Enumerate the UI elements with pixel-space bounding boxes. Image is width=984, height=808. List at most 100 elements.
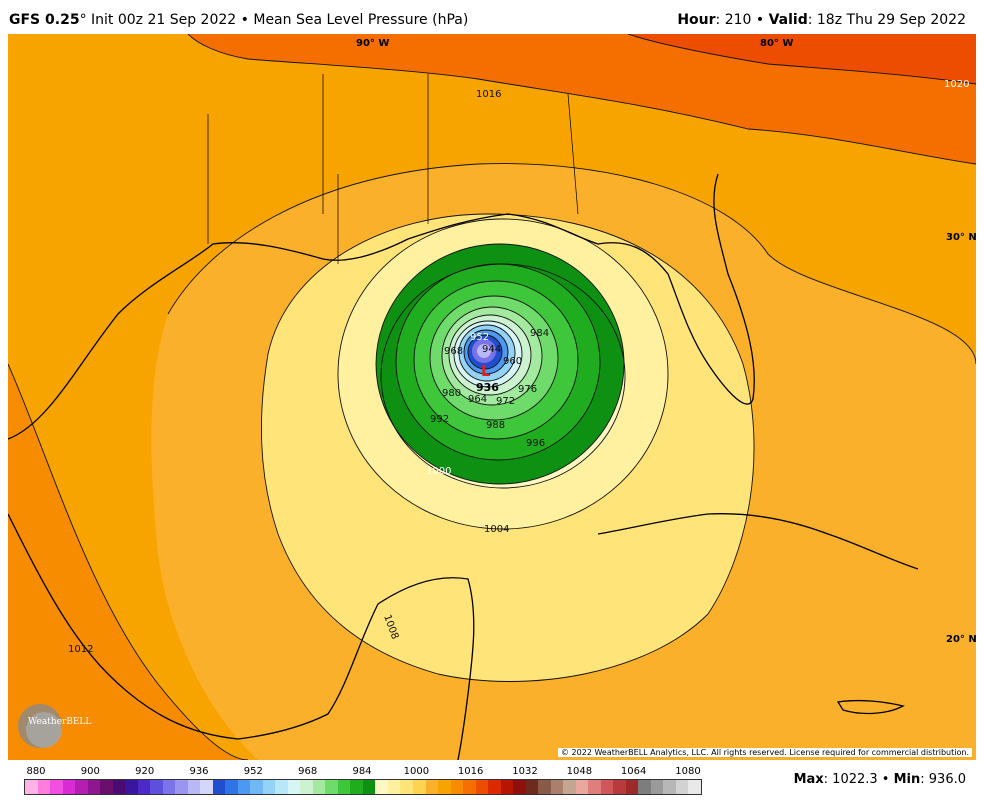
min-label: Min <box>893 772 921 787</box>
valid-label: Valid <box>768 12 808 28</box>
colorbar-swatch <box>62 780 76 794</box>
colorbar-swatch <box>225 780 238 794</box>
lon-label-80w: 80° W <box>760 38 793 49</box>
colorbar-tick-label: 968 <box>298 766 318 777</box>
colorbar-swatch <box>588 780 601 794</box>
hour-value: : 210 <box>715 12 752 28</box>
colorbar-swatch <box>575 780 589 794</box>
contour-label: 984 <box>530 328 549 339</box>
colorbar-swatch <box>450 780 464 794</box>
low-pressure-value: 936 <box>476 381 499 394</box>
degree-mark: ° <box>79 12 87 28</box>
colorbar-swatches <box>24 779 702 795</box>
colorbar-swatch <box>250 780 263 794</box>
valid-value: : 18z Thu 29 Sep 2022 <box>807 12 966 28</box>
colorbar-swatch <box>650 780 664 794</box>
field-stats: Max: 1022.3 • Min: 936.0 <box>794 772 966 787</box>
colorbar-tick-label: 984 <box>352 766 372 777</box>
field-name: Mean Sea Level Pressure (hPa) <box>253 12 469 28</box>
copyright-notice: © 2022 WeatherBELL Analytics, LLC. All r… <box>558 748 972 757</box>
colorbar-swatch <box>625 780 639 794</box>
colorbar-swatch <box>475 780 489 794</box>
colorbar-swatch <box>287 780 301 794</box>
fill-1012-west <box>8 364 248 760</box>
pressure-map[interactable]: 90° W 80° W 30° N 20° N 1020 1016 1012 1… <box>8 34 976 760</box>
weatherbell-logo: WeatherBELL <box>18 704 91 748</box>
state-borders <box>207 74 579 264</box>
colorbar-tick-label: 1032 <box>512 766 538 777</box>
contour-label: 1004 <box>484 524 509 535</box>
max-label: Max <box>793 772 824 787</box>
colorbar-swatch <box>162 780 176 794</box>
colorbar-tick-label: 1016 <box>457 766 484 777</box>
contour-labels: 1020 1016 1012 1008 1004 1000 996 992 98… <box>68 79 969 655</box>
min-value: : 936.0 <box>920 772 966 787</box>
svg-text:WeatherBELL: WeatherBELL <box>28 717 91 727</box>
colorbar-swatch <box>538 780 551 794</box>
colorbar-swatch <box>438 780 451 794</box>
colorbar-swatch <box>400 780 413 794</box>
colorbar-swatch <box>425 780 439 794</box>
colorbar-labels: 880 900 920 936 952 968 984 1000 1016 1032 1048 106… <box>22 766 702 780</box>
map-canvas: 90° W 80° W 30° N 20° N 1020 1016 1012 1… <box>8 34 976 760</box>
colorbar-swatch <box>187 780 201 794</box>
colorbar-swatch <box>312 780 326 794</box>
colorbar-swatch <box>337 780 351 794</box>
colorbar-swatch <box>613 780 626 794</box>
pressure-colorbar: 880 900 920 936 952 968 984 1000 1016 1032 1048 106… <box>22 764 702 804</box>
colorbar-swatch <box>87 780 101 794</box>
colorbar-swatch <box>112 780 126 794</box>
fill-1020 <box>628 34 976 84</box>
graticule-labels: 90° W 80° W 30° N 20° N <box>356 38 976 645</box>
isobar-lines <box>8 34 976 760</box>
colorbar-swatch <box>262 780 276 794</box>
contour-label: 1020 <box>944 79 969 90</box>
colorbar-swatch <box>350 780 363 794</box>
separator: • <box>751 12 769 28</box>
colorbar-swatch <box>212 780 226 794</box>
contour-label: 996 <box>526 438 545 449</box>
colorbar-swatch <box>37 780 51 794</box>
contour-label: 1012 <box>68 644 93 655</box>
lon-label-90w: 90° W <box>356 38 389 49</box>
fill-936 <box>477 344 491 358</box>
colorbar-swatch <box>387 780 401 794</box>
colorbar-swatch <box>513 780 526 794</box>
colorbar-tick-label: 1064 <box>620 766 647 777</box>
contour-label: 964 <box>468 394 487 405</box>
contour-label: 992 <box>430 414 449 425</box>
colorbar-swatch <box>325 780 338 794</box>
colorbar-swatch <box>563 780 576 794</box>
colorbar-swatch <box>663 780 676 794</box>
model-name: GFS 0.25 <box>9 12 80 28</box>
colorbar-swatch <box>688 780 701 794</box>
lat-label-30n: 30° N <box>946 232 976 243</box>
colorbar-swatch <box>500 780 514 794</box>
separator: • <box>236 12 254 28</box>
colorbar-swatch <box>412 780 426 794</box>
header-validity: Hour: 210 • Valid: 18z Thu 29 Sep 2022 <box>677 12 966 28</box>
colorbar-swatch <box>50 780 63 794</box>
contour-label: 944 <box>482 344 501 355</box>
colorbar-swatch <box>237 780 251 794</box>
colorbar-swatch <box>525 780 539 794</box>
contour-label: 1000 <box>426 466 451 477</box>
init-time: Init 00z 21 Sep 2022 <box>86 12 237 28</box>
colorbar-swatch <box>200 780 213 794</box>
colorbar-tick-label: 936 <box>189 766 209 777</box>
contour-label: 972 <box>496 396 515 407</box>
lat-label-20n: 20° N <box>946 634 976 645</box>
colorbar-tick-label: 1048 <box>566 766 593 777</box>
colorbar-swatch <box>25 780 38 794</box>
colorbar-swatch <box>175 780 188 794</box>
colorbar-swatch <box>75 780 88 794</box>
low-pressure-symbol: L <box>481 362 491 380</box>
colorbar-tick-label: 952 <box>243 766 263 777</box>
colorbar-swatch <box>125 780 138 794</box>
colorbar-tick-label: 880 <box>26 766 46 777</box>
colorbar-swatch <box>638 780 651 794</box>
colorbar-swatch <box>300 780 313 794</box>
colorbar-tick-label: 920 <box>135 766 155 777</box>
colorbar-swatch <box>463 780 476 794</box>
contour-label: 976 <box>518 384 537 395</box>
